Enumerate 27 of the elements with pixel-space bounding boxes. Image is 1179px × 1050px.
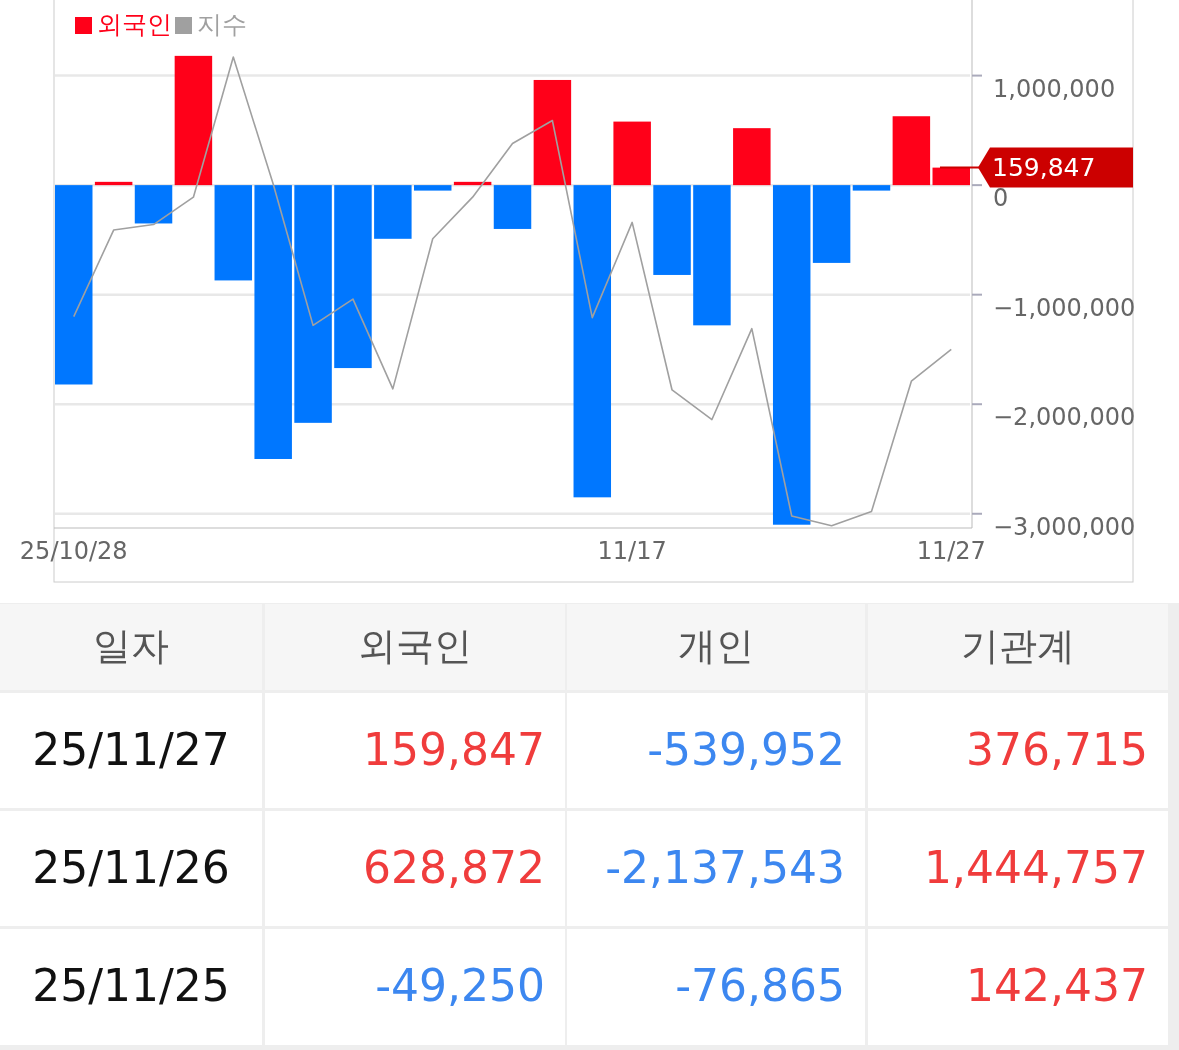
text: 628,872 <box>363 841 545 893</box>
category-label: 외국인 <box>358 623 472 668</box>
text: -49,250 <box>375 960 545 1011</box>
text: -539,952 <box>647 723 845 775</box>
category-label: 기관계 <box>961 623 1075 668</box>
x-tick-label: 25/10/28 <box>19 537 128 565</box>
y-tick-label: −1,000,000 <box>993 293 1136 322</box>
text: 159,847 <box>363 723 545 775</box>
legend-label: 지수 <box>197 10 247 39</box>
category-label: 개인 <box>678 623 754 668</box>
text: 376,715 <box>966 723 1148 775</box>
text: 25/11/25 <box>32 960 230 1011</box>
text: -76,865 <box>675 960 845 1011</box>
y-tick-label: −2,000,000 <box>993 403 1136 432</box>
text: 1,444,757 <box>924 841 1148 893</box>
x-tick-label: 11/17 <box>597 537 667 565</box>
ref-line-label: 159,847 <box>992 152 1096 182</box>
category-label: 일자 <box>93 623 169 668</box>
y-tick-label: 1,000,000 <box>993 74 1116 103</box>
text: 142,437 <box>966 960 1148 1011</box>
y-tick-label: −3,000,000 <box>993 512 1136 541</box>
text: -2,137,543 <box>605 841 845 893</box>
y-tick-label: 0 <box>993 184 1009 213</box>
text: 25/11/27 <box>32 723 230 775</box>
text: 25/11/26 <box>32 841 230 893</box>
legend-label: 외국인 <box>97 10 172 39</box>
x-tick-label: 11/27 <box>916 537 986 565</box>
